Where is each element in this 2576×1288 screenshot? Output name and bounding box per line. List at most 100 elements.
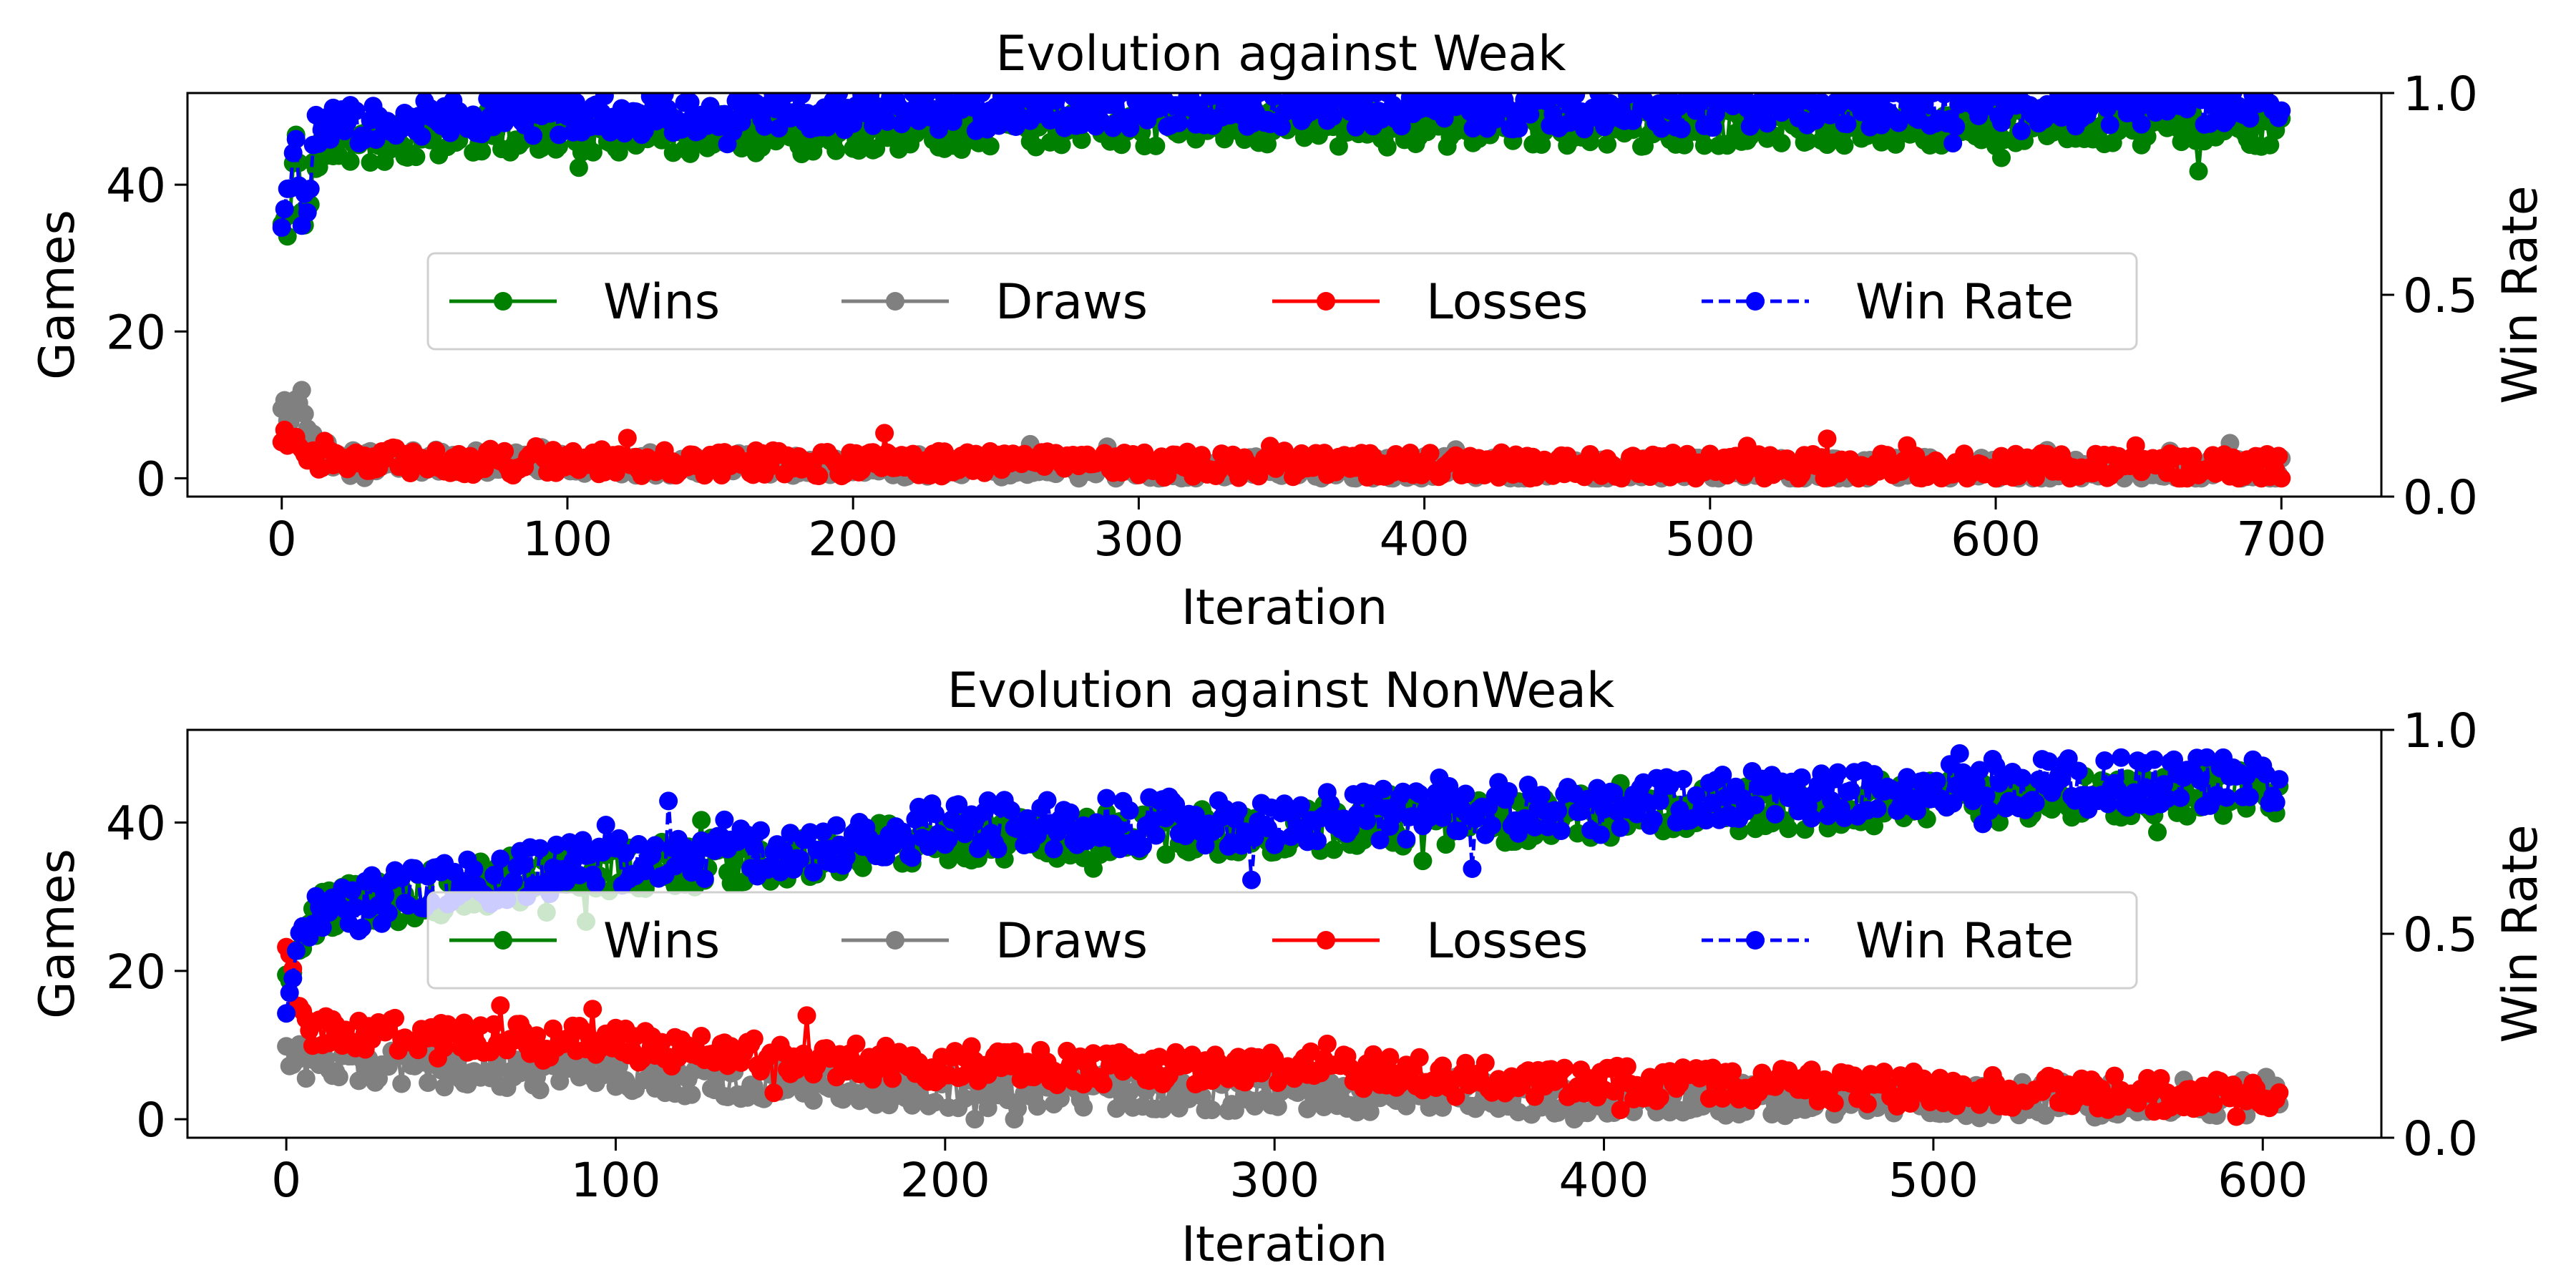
data-point [343, 881, 362, 900]
data-point [514, 855, 533, 874]
data-point [645, 836, 665, 855]
data-point [1672, 119, 1691, 139]
data-point [853, 858, 872, 877]
x-tick-label: 300 [1093, 512, 1184, 567]
data-point [1521, 104, 1540, 124]
data-point [495, 441, 514, 461]
data-point [965, 1110, 985, 1129]
data-point [530, 839, 550, 858]
data-point [2227, 1107, 2246, 1126]
data-point [1652, 119, 1671, 138]
y2-axis-label: Win Rate [2492, 185, 2549, 404]
data-point [1699, 1089, 1719, 1108]
legend-marker [1746, 292, 1765, 311]
data-point [1858, 1094, 1877, 1113]
data-point [2260, 135, 2280, 155]
data-point [1146, 826, 1166, 845]
data-point [764, 1083, 784, 1103]
series-markers-win-rate [272, 93, 2291, 237]
y2-tick-label: 1.0 [2403, 67, 2478, 122]
data-point [1268, 1097, 1287, 1116]
y2-tick-label: 0.5 [2403, 268, 2478, 323]
data-point [1865, 816, 1883, 836]
data-point [596, 816, 615, 834]
data-point [1272, 117, 1291, 137]
data-point [386, 1008, 404, 1028]
data-point [1694, 136, 1714, 155]
data-point [867, 139, 886, 158]
data-point [1772, 133, 1791, 152]
data-point [472, 142, 492, 161]
data-point [1611, 1101, 1630, 1120]
data-point [1797, 132, 1817, 151]
data-point [972, 93, 991, 102]
legend-label: Draws [995, 274, 1148, 331]
data-point [1202, 1101, 1221, 1120]
data-point [1060, 803, 1080, 822]
data-point [1008, 1099, 1028, 1118]
data-point [1992, 447, 2011, 466]
data-point [286, 941, 306, 960]
data-point [896, 831, 915, 850]
data-point [1413, 852, 1433, 871]
data-point [1943, 134, 1963, 153]
data-point [682, 1085, 701, 1104]
y2-tick-label: 0.0 [2403, 470, 2478, 525]
data-point [2183, 447, 2202, 466]
data-point [286, 130, 306, 149]
data-point [1084, 1044, 1103, 1063]
data-point [804, 863, 823, 882]
legend-label: Wins [603, 274, 720, 331]
data-point [530, 1080, 550, 1100]
data-point [2132, 114, 2151, 134]
data-point [692, 811, 711, 830]
data-point [1818, 429, 1837, 449]
data-point [1802, 1060, 1821, 1080]
data-point [618, 429, 637, 448]
data-point [296, 1069, 316, 1088]
y-axis-label: Games [29, 210, 86, 380]
x-tick-label: 600 [1951, 512, 2041, 567]
data-point [2206, 93, 2225, 104]
data-point [484, 865, 504, 884]
data-point [1146, 136, 1166, 155]
data-point [1323, 107, 1342, 126]
legend-item: Wins [449, 274, 720, 331]
x-tick-label: 400 [1380, 512, 1470, 567]
data-point [484, 1015, 504, 1034]
data-point [412, 127, 431, 146]
plot-area [272, 93, 2291, 488]
data-point [1779, 819, 1798, 839]
data-point [1097, 789, 1116, 808]
data-point [826, 816, 846, 835]
data-point [1509, 119, 1528, 138]
data-point [715, 104, 734, 124]
data-point [1901, 1094, 1920, 1113]
data-point [2128, 1093, 2147, 1113]
data-point [1566, 93, 1586, 104]
data-point [659, 791, 678, 811]
data-point [791, 849, 810, 869]
data-point [2148, 822, 2167, 841]
data-point [878, 112, 897, 131]
data-point [1324, 840, 1344, 859]
data-point [616, 844, 635, 863]
data-point [744, 837, 763, 857]
data-point [1044, 839, 1063, 859]
data-point [301, 179, 320, 198]
data-point [569, 158, 588, 177]
data-point [1264, 93, 1282, 107]
data-point [2126, 436, 2145, 455]
data-point [1093, 1075, 1113, 1094]
data-point [583, 142, 602, 162]
data-point [1874, 1063, 1893, 1081]
data-point [1072, 130, 1091, 150]
data-point [1186, 806, 1205, 824]
data-point [1225, 1101, 1244, 1120]
data-point [1713, 1089, 1732, 1108]
data-point [1249, 93, 1269, 102]
data-point [1410, 1048, 1429, 1067]
x-axis-label: Iteration [1181, 580, 1387, 636]
data-point [949, 795, 968, 814]
